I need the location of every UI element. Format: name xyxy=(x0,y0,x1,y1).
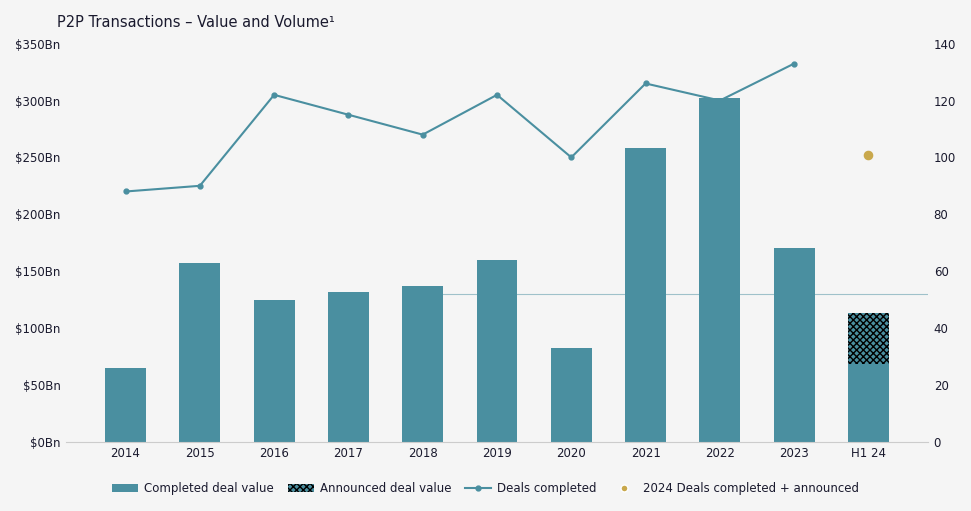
Bar xyxy=(625,148,666,442)
Bar xyxy=(774,248,815,442)
Point xyxy=(860,150,876,158)
Legend: Completed deal value, Announced deal value, Deals completed, 2024 Deals complete: Completed deal value, Announced deal val… xyxy=(108,478,863,500)
Text: P2P Transactions – Value and Volume¹: P2P Transactions – Value and Volume¹ xyxy=(57,15,335,30)
Bar xyxy=(253,299,294,442)
Bar xyxy=(848,364,888,442)
Bar xyxy=(477,260,518,442)
Bar xyxy=(402,286,443,442)
Bar xyxy=(699,98,740,442)
Bar xyxy=(328,292,369,442)
Bar xyxy=(180,263,220,442)
Bar xyxy=(551,349,591,442)
Bar xyxy=(848,313,888,364)
Bar xyxy=(105,368,146,442)
